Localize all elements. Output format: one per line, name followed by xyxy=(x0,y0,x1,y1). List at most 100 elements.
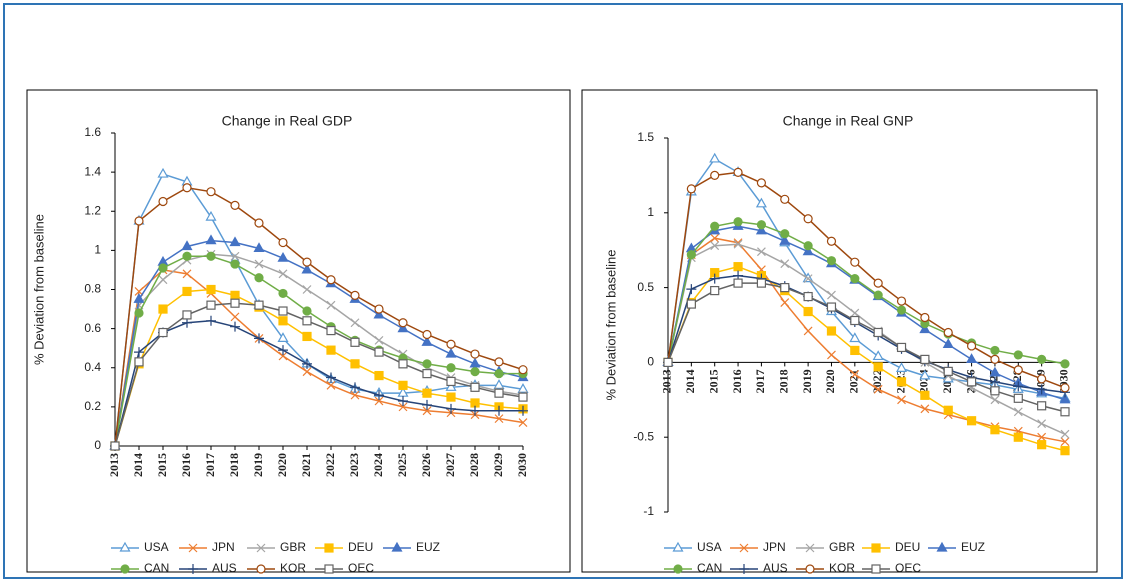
marker xyxy=(278,316,288,326)
x-tick-label: 2013 xyxy=(107,453,121,477)
marker xyxy=(374,370,384,381)
marker xyxy=(254,218,264,228)
marker xyxy=(134,216,144,226)
marker xyxy=(374,347,384,357)
marker xyxy=(1060,359,1070,369)
marker xyxy=(182,251,192,261)
marker xyxy=(182,183,192,193)
marker xyxy=(422,329,432,340)
y-tick-label: 1.6 xyxy=(84,125,101,139)
marker xyxy=(756,178,767,188)
marker xyxy=(873,384,883,394)
marker xyxy=(850,274,860,284)
marker xyxy=(936,541,948,552)
x-tick-label: 2017 xyxy=(753,369,767,393)
marker xyxy=(421,336,433,346)
marker xyxy=(350,337,360,347)
marker xyxy=(230,251,240,261)
marker xyxy=(188,564,198,574)
marker xyxy=(943,327,953,338)
marker xyxy=(663,357,673,367)
marker xyxy=(826,256,837,266)
marker xyxy=(350,318,360,328)
marker xyxy=(350,390,360,400)
legend-label: AUS xyxy=(212,561,237,575)
marker xyxy=(919,369,931,380)
marker xyxy=(326,300,336,310)
y-tick-label: 0.4 xyxy=(84,360,101,374)
marker xyxy=(1060,407,1070,417)
marker xyxy=(709,273,720,284)
marker xyxy=(826,236,837,246)
marker xyxy=(374,304,384,314)
marker xyxy=(398,318,408,328)
marker xyxy=(518,365,528,375)
marker xyxy=(398,402,408,412)
y-tick-label: 0 xyxy=(94,438,101,452)
marker xyxy=(326,275,336,285)
marker xyxy=(873,327,883,338)
marker xyxy=(120,564,130,574)
marker xyxy=(253,242,265,253)
marker xyxy=(230,321,240,332)
marker xyxy=(206,315,216,326)
marker xyxy=(779,235,791,245)
marker xyxy=(780,283,790,293)
marker xyxy=(1060,437,1070,447)
x-tick-label: 2019 xyxy=(800,369,814,393)
marker xyxy=(446,339,456,349)
marker xyxy=(920,312,930,323)
marker xyxy=(803,214,813,224)
marker xyxy=(278,345,288,356)
x-tick-label: 2015 xyxy=(706,369,720,393)
x-tick-label: 2016 xyxy=(179,453,193,477)
marker xyxy=(686,250,696,260)
marker xyxy=(733,278,743,288)
marker xyxy=(990,354,1000,365)
marker xyxy=(302,358,312,369)
series-line xyxy=(114,173,524,447)
legend-label: JPN xyxy=(763,540,786,554)
marker xyxy=(446,392,456,402)
marker xyxy=(350,290,360,300)
marker xyxy=(374,396,384,406)
marker xyxy=(133,293,145,303)
marker xyxy=(494,357,504,367)
marker xyxy=(398,396,408,407)
x-tick-label: 2027 xyxy=(443,453,457,477)
marker xyxy=(278,288,288,299)
y-axis-label: % Deviation from baseline xyxy=(31,214,46,365)
marker xyxy=(966,353,978,364)
marker xyxy=(158,304,168,314)
marker xyxy=(324,564,334,574)
marker xyxy=(134,347,144,358)
legend-label: KOR xyxy=(280,561,306,575)
y-tick-label: 0.8 xyxy=(84,282,101,296)
marker xyxy=(872,350,884,361)
marker xyxy=(686,299,696,309)
marker xyxy=(920,404,930,414)
marker xyxy=(446,376,456,387)
marker xyxy=(896,377,907,387)
marker xyxy=(302,306,312,316)
marker xyxy=(966,341,977,351)
marker xyxy=(494,405,504,416)
marker xyxy=(158,275,168,285)
x-tick-label: 2013 xyxy=(660,369,674,393)
marker xyxy=(230,298,240,308)
y-tick-label: 1.5 xyxy=(637,130,654,144)
marker xyxy=(119,541,131,552)
marker xyxy=(470,382,480,392)
marker xyxy=(230,290,240,300)
marker xyxy=(1059,393,1071,404)
marker xyxy=(254,300,264,310)
x-tick-label: 2018 xyxy=(777,369,791,393)
legend-label: DEU xyxy=(895,540,920,554)
marker xyxy=(966,416,977,426)
marker xyxy=(326,372,336,383)
marker xyxy=(422,399,432,410)
marker xyxy=(1037,374,1047,384)
marker xyxy=(672,541,684,552)
marker xyxy=(873,278,883,288)
